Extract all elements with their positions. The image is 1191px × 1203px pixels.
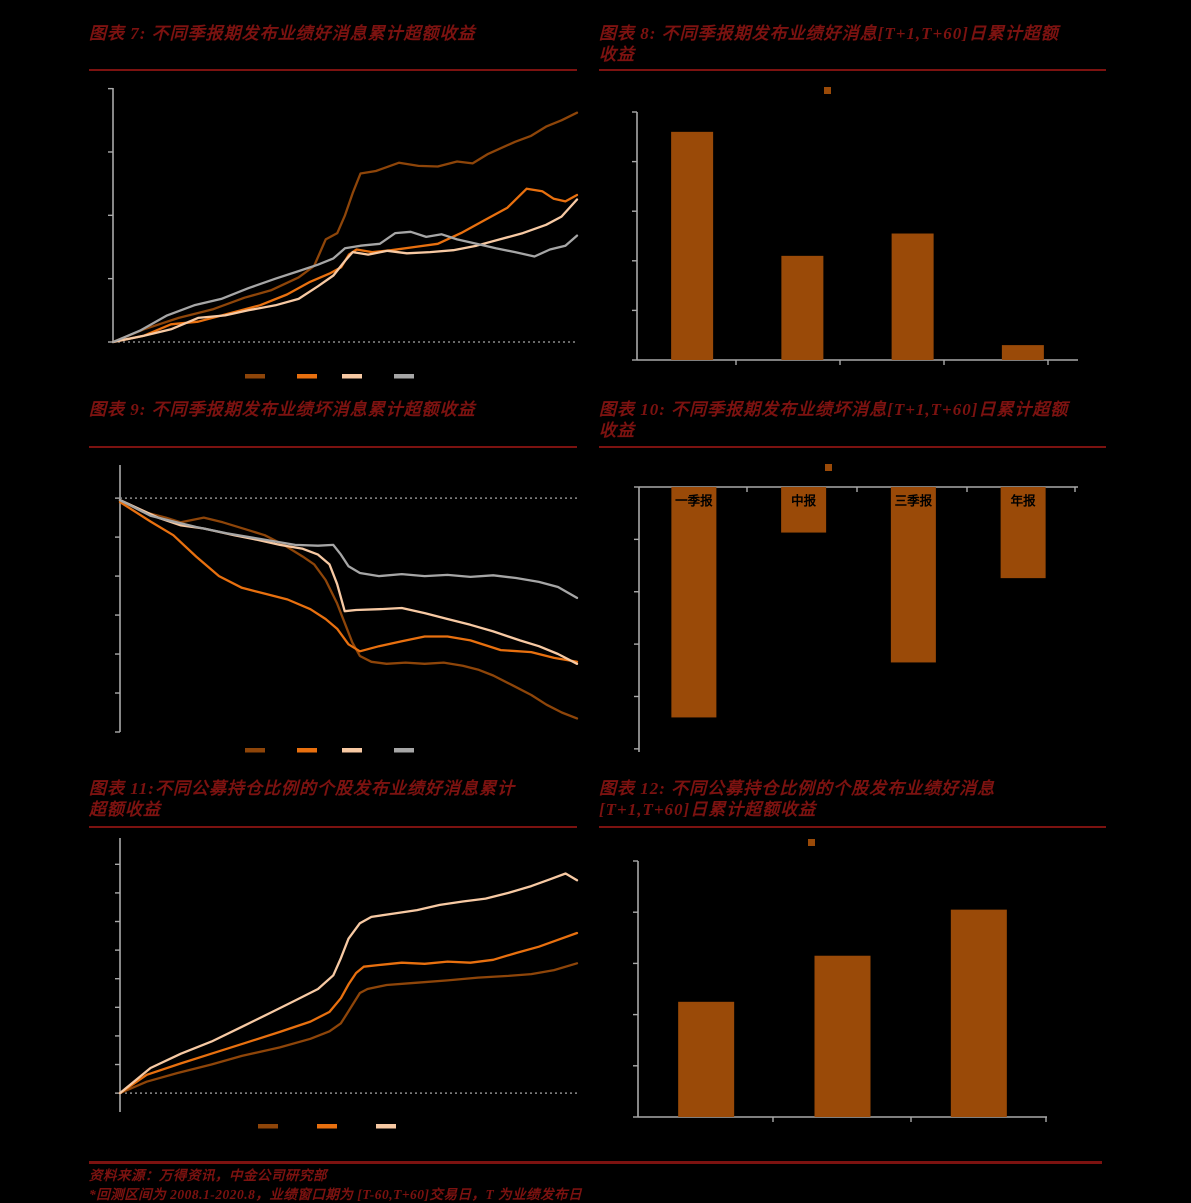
fig9-series-dark-brown	[118, 498, 579, 720]
fig10-bar-label-2: 中报	[791, 493, 817, 508]
fig10-bar-label-3: 三季报	[895, 493, 933, 508]
fig10-bar-label-4: 年报	[1011, 493, 1037, 508]
fig11-series-dark-brown	[118, 962, 579, 1095]
fig11-title-rule	[89, 826, 577, 828]
fig7-series-gray	[111, 230, 579, 344]
fig7-legend-dash-orange	[297, 374, 317, 379]
fig8-bar-chart	[632, 87, 1078, 365]
fig8-legend-square	[824, 87, 831, 94]
fig10-bar-label-1: 一季报	[675, 493, 713, 508]
fig12-title-rule	[599, 826, 1106, 828]
fig11-series-orange	[118, 931, 579, 1095]
fig11-line-chart	[115, 838, 579, 1129]
fig7-legend-dash-peach	[342, 374, 362, 379]
fig7-title-rule	[89, 69, 577, 71]
fig10-bar-4	[1000, 487, 1046, 579]
fig10-bar-2	[781, 487, 827, 533]
footer-source: 资料来源：万得资讯，中金公司研究部	[89, 1168, 327, 1183]
fig10-legend-square	[825, 464, 832, 471]
fig7-series-peach	[111, 198, 579, 344]
fig9-legend-dash-orange	[297, 748, 317, 753]
fig8-title-rule	[599, 69, 1106, 71]
fig12-bar-2	[814, 955, 871, 1117]
fig11-legend-dash-dark-brown	[258, 1124, 278, 1129]
footer-note: *回测区间为 2008.1-2020.8，业绩窗口期为 [T-60,T+60]交…	[89, 1187, 583, 1202]
fig10-bar-3	[890, 487, 936, 663]
fig7-line-chart	[108, 87, 579, 379]
fig9-series-orange	[118, 500, 579, 663]
fig9-title: 图表 9: 不同季报期发布业绩坏消息累计超额收益	[89, 400, 476, 419]
fig10-bar-1	[671, 487, 717, 718]
fig12-bar-1	[678, 1001, 735, 1117]
fig7-title: 图表 7: 不同季报期发布业绩好消息累计超额收益	[89, 24, 476, 43]
fig10-bar-chart: 一季报 中报 三季报 年报	[634, 464, 1078, 752]
fig9-legend-dash-peach	[342, 748, 362, 753]
fig8-bar-1	[671, 131, 714, 360]
fig7-series-orange	[111, 187, 579, 344]
fig7-series-dark-brown	[111, 111, 579, 344]
fig10-title-rule	[599, 446, 1106, 448]
fig8-bar-4	[1001, 345, 1044, 360]
fig9-legend-dash-dark-brown	[245, 748, 265, 753]
fig9-series-gray	[118, 498, 579, 600]
fig11-title: 图表 11:不同公募持仓比例的个股发布业绩好消息累计 超额收益	[89, 779, 515, 819]
fig10-title: 图表 10: 不同季报期发布业绩坏消息[T+1,T+60]日累计超额 收益	[599, 400, 1069, 440]
fig12-legend-square	[808, 839, 815, 846]
fig11-legend-dash-peach	[376, 1124, 396, 1129]
footer-rule	[89, 1161, 1102, 1164]
fig12-title: 图表 12: 不同公募持仓比例的个股发布业绩好消息 [T+1,T+60]日累计超…	[599, 779, 996, 819]
fig11-legend-dash-orange	[317, 1124, 337, 1129]
fig9-title-rule	[89, 446, 577, 448]
fig7-legend-dash-gray	[394, 374, 414, 379]
fig8-title: 图表 8: 不同季报期发布业绩好消息[T+1,T+60]日累计超额 收益	[599, 24, 1059, 64]
fig11-series-peach	[118, 872, 579, 1095]
fig12-bar-3	[950, 909, 1007, 1117]
fig8-bar-2	[781, 255, 824, 360]
fig9-legend-dash-gray	[394, 748, 414, 753]
fig8-bar-3	[891, 233, 934, 360]
fig12-bar-chart	[633, 839, 1047, 1122]
fig7-legend-dash-dark-brown	[245, 374, 265, 379]
fig9-line-chart	[115, 465, 579, 753]
